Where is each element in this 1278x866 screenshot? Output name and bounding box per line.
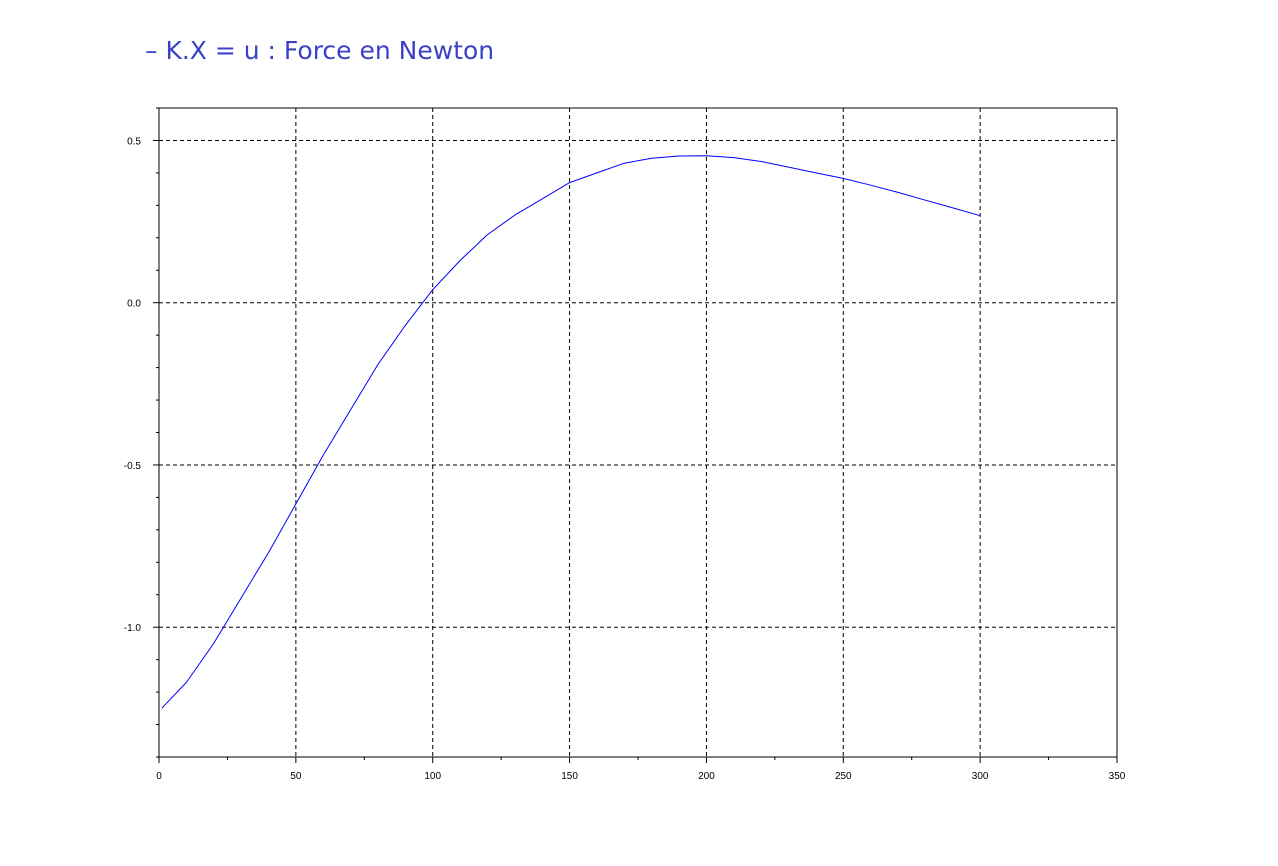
- x-tick-label: 250: [835, 771, 852, 782]
- x-tick-label: 150: [561, 771, 578, 782]
- tick-marks: [153, 107, 1118, 763]
- x-tick-label: 350: [1109, 771, 1126, 782]
- x-tick-label: 300: [972, 771, 989, 782]
- tick-labels: 0 50 100 150 200 250 300 350 -1.0 -0.5 0.0 0.5: [124, 136, 1126, 782]
- x-tick-label: 50: [290, 771, 302, 782]
- x-tick-label: 0: [156, 771, 162, 782]
- y-tick-label: 0.0: [127, 299, 141, 310]
- series-line: [161, 155, 981, 709]
- x-tick-label: 100: [424, 771, 441, 782]
- legend-text: K.X = u : Force en Newton: [165, 36, 495, 65]
- axes: [158, 107, 1118, 758]
- x-tick-label: 200: [698, 771, 715, 782]
- y-tick-label: -1.0: [124, 623, 142, 634]
- y-tick-label: 0.5: [127, 136, 141, 147]
- y-tick-label: -0.5: [124, 461, 142, 472]
- legend-marker: –: [145, 36, 158, 65]
- plot-series: [161, 155, 981, 709]
- grid-lines: [159, 108, 1117, 757]
- chart-legend: – K.X = u : Force en Newton: [145, 36, 494, 65]
